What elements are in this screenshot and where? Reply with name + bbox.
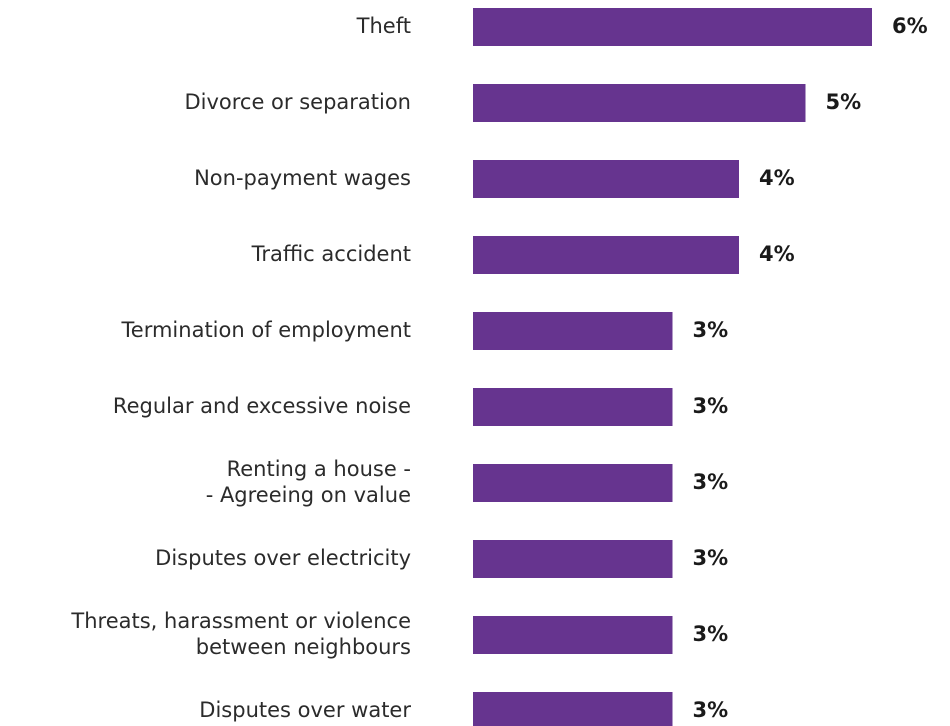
category-label: Disputes over water: [199, 698, 411, 722]
bar: [473, 8, 872, 46]
bar: [473, 312, 673, 350]
category-label: Termination of employment: [121, 318, 411, 342]
category-label: Divorce or separation: [184, 90, 411, 114]
bar: [473, 84, 806, 122]
category-label: Theft: [356, 14, 411, 38]
category-label: Disputes over electricity: [155, 546, 411, 570]
category-label: Renting a house -- Agreeing on value: [206, 457, 411, 507]
category-label: Traffic accident: [251, 242, 411, 266]
category-label: Non-payment wages: [194, 166, 411, 190]
value-label: 3%: [693, 394, 729, 418]
bar: [473, 616, 673, 654]
value-label: 3%: [693, 622, 729, 646]
value-label: 3%: [693, 698, 729, 722]
bar: [473, 464, 673, 502]
value-label: 4%: [759, 166, 795, 190]
bar: [473, 540, 673, 578]
value-label: 4%: [759, 242, 795, 266]
value-label: 3%: [693, 318, 729, 342]
value-label: 6%: [892, 14, 928, 38]
bar: [473, 692, 673, 726]
bar: [473, 388, 673, 426]
value-label: 3%: [693, 470, 729, 494]
category-label: Regular and excessive noise: [113, 394, 411, 418]
bar: [473, 236, 739, 274]
value-label: 3%: [693, 546, 729, 570]
bar: [473, 160, 739, 198]
category-label: Threats, harassment or violence between n…: [70, 609, 411, 659]
value-label: 5%: [826, 90, 862, 114]
